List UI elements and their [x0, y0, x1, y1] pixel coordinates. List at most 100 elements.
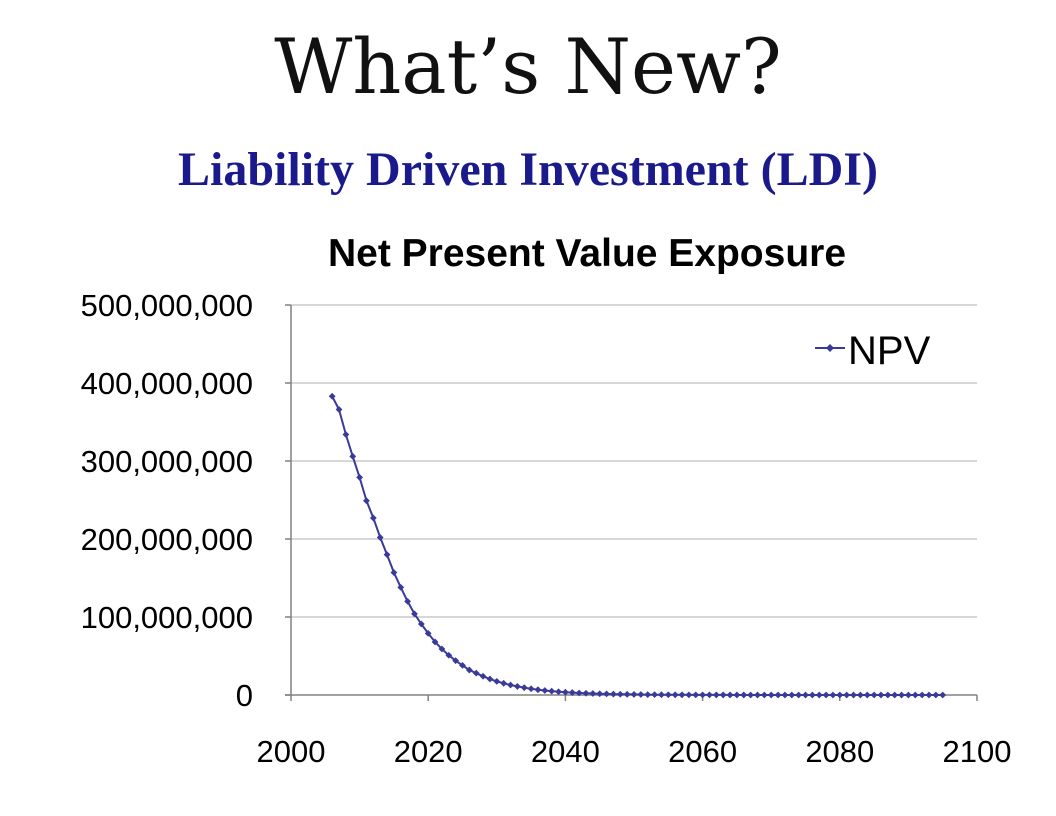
- data-point-npv: [411, 610, 418, 618]
- data-point-npv: [548, 687, 556, 695]
- data-point-npv: [555, 688, 562, 696]
- x-tick-label: 2060: [668, 734, 737, 769]
- data-point-npv: [582, 689, 590, 697]
- data-point-npv: [616, 690, 624, 698]
- data-point-npv: [911, 691, 919, 699]
- data-point-npv: [685, 691, 693, 699]
- y-tick-label: 300,000,000: [81, 444, 253, 479]
- data-point-npv: [404, 598, 412, 605]
- x-tick-label: 2100: [943, 734, 1012, 769]
- x-tick-label: 2020: [394, 734, 463, 769]
- data-point-npv: [513, 683, 521, 690]
- data-point-npv: [712, 691, 720, 699]
- data-point-npv: [363, 497, 370, 505]
- data-point-npv: [369, 514, 377, 522]
- data-point-npv: [417, 620, 425, 628]
- y-tick-label: 400,000,000: [81, 366, 253, 401]
- data-point-npv: [808, 691, 816, 699]
- data-point-npv: [507, 681, 514, 689]
- data-point-npv: [870, 691, 878, 699]
- data-point-npv: [335, 406, 343, 413]
- data-point-npv: [610, 690, 617, 698]
- slide-title: What’s New?: [274, 22, 782, 111]
- series-npv: [328, 392, 947, 699]
- y-tick-label: 500,000,000: [81, 288, 253, 323]
- data-point-npv: [397, 583, 405, 591]
- data-point-npv: [850, 691, 857, 699]
- data-point-npv: [568, 689, 576, 696]
- data-point-npv: [383, 551, 391, 558]
- data-point-npv: [520, 684, 528, 692]
- data-point-npv: [493, 677, 501, 685]
- data-point-npv: [726, 691, 734, 699]
- gridlines: [291, 304, 977, 618]
- data-point-npv: [747, 691, 755, 699]
- data-point-npv: [740, 691, 748, 699]
- data-point-npv: [637, 691, 645, 698]
- legend-label-npv: NPV: [848, 329, 931, 373]
- data-point-npv: [754, 691, 761, 699]
- data-point-npv: [795, 691, 803, 699]
- data-point-npv: [891, 691, 899, 699]
- data-point-npv: [774, 691, 782, 699]
- data-point-npv: [472, 669, 480, 677]
- x-tick-label: 2000: [257, 734, 326, 769]
- y-tick-label: 0: [236, 678, 253, 713]
- data-point-npv: [905, 691, 912, 699]
- data-point-npv: [589, 690, 597, 697]
- data-point-npv: [603, 690, 610, 698]
- data-point-npv: [815, 691, 823, 699]
- data-point-npv: [760, 691, 768, 699]
- data-point-npv: [328, 392, 336, 400]
- data-point-npv: [356, 473, 363, 481]
- data-point-npv: [644, 691, 652, 698]
- data-point-npv: [829, 691, 837, 699]
- data-point-npv: [788, 691, 796, 699]
- chart-title: Net Present Value Exposure: [328, 232, 846, 275]
- data-point-npv: [596, 690, 604, 698]
- data-point-npv: [877, 691, 885, 699]
- data-point-npv: [349, 452, 357, 460]
- data-point-npv: [856, 691, 864, 699]
- data-point-npv: [431, 638, 439, 646]
- data-point-npv: [445, 651, 453, 659]
- data-point-npv: [459, 661, 466, 669]
- data-point-npv: [623, 690, 631, 698]
- data-point-npv: [479, 672, 487, 680]
- data-point-npv: [781, 691, 789, 699]
- data-point-npv: [424, 629, 432, 637]
- data-point-npv: [500, 679, 508, 687]
- data-point-npv: [925, 691, 933, 699]
- data-point-npv: [836, 691, 844, 699]
- data-point-npv: [390, 569, 398, 576]
- y-tick-label: 200,000,000: [81, 522, 253, 557]
- data-point-npv: [692, 691, 700, 699]
- data-point-npv: [802, 691, 809, 699]
- data-point-npv: [884, 691, 892, 699]
- x-tick-label: 2080: [805, 734, 874, 769]
- data-point-npv: [562, 688, 569, 696]
- slide-subtitle: Liability Driven Investment (LDI): [178, 143, 878, 196]
- data-point-npv: [486, 675, 494, 683]
- data-point-npv: [541, 687, 549, 694]
- data-point-npv: [342, 431, 350, 438]
- data-point-npv: [767, 691, 775, 699]
- data-point-npv: [822, 691, 830, 699]
- data-point-npv: [733, 691, 741, 699]
- series-line-npv: [331, 395, 943, 696]
- y-tick-label: 100,000,000: [81, 600, 253, 635]
- data-point-npv: [699, 691, 706, 699]
- data-point-npv: [575, 689, 583, 697]
- data-point-npv: [932, 691, 940, 699]
- data-point-npv: [452, 657, 460, 665]
- data-point-npv: [534, 686, 542, 694]
- data-point-npv: [719, 691, 727, 699]
- data-point-npv: [651, 691, 658, 699]
- data-point-npv: [664, 691, 672, 699]
- data-point-npv: [918, 691, 926, 699]
- legend-marker-npv: [826, 344, 834, 352]
- data-point-npv: [863, 691, 871, 699]
- data-point-npv: [706, 691, 713, 699]
